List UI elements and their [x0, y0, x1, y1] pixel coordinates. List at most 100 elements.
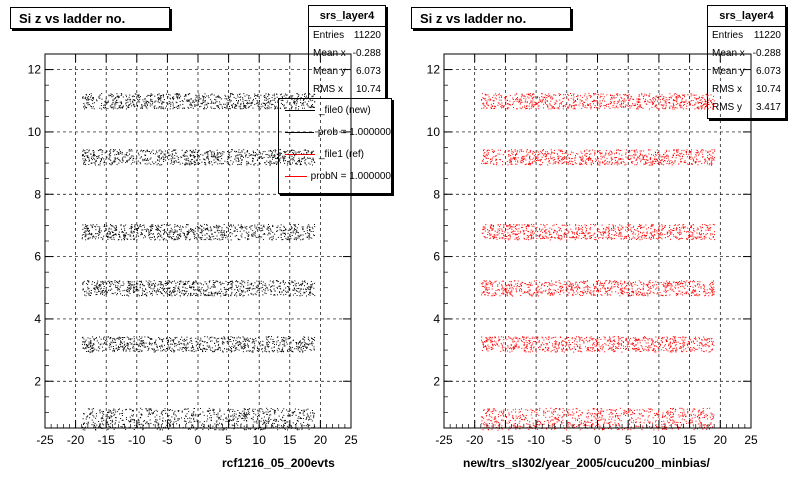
- data-point: [221, 236, 223, 238]
- data-point: [290, 164, 292, 166]
- data-point: [138, 97, 140, 99]
- data-point: [224, 348, 225, 350]
- data-point: [260, 282, 262, 284]
- data-point: [169, 224, 171, 226]
- data-point: [172, 158, 174, 160]
- data-point: [98, 421, 100, 422]
- data-point: [151, 284, 153, 286]
- data-point: [214, 108, 216, 110]
- data-point: [198, 100, 200, 102]
- data-point: [83, 164, 85, 165]
- data-point: [256, 103, 258, 105]
- data-point: [145, 346, 147, 348]
- data-point: [252, 341, 254, 343]
- data-point: [124, 347, 126, 349]
- data-point: [119, 152, 121, 154]
- data-point: [160, 100, 162, 102]
- data-point: [83, 227, 85, 229]
- data-point: [113, 337, 115, 339]
- data-point: [187, 233, 189, 235]
- data-point: [218, 108, 220, 110]
- data-point: [228, 287, 230, 289]
- data-point: [230, 280, 232, 282]
- data-point: [217, 105, 219, 107]
- data-point: [184, 152, 186, 154]
- data-point: [156, 229, 158, 231]
- data-point: [216, 225, 218, 227]
- data-point: [178, 349, 180, 351]
- data-point: [293, 238, 295, 240]
- data-point: [150, 408, 152, 410]
- data-point: [83, 413, 85, 415]
- data-point: [132, 350, 134, 352]
- data-point: [186, 288, 188, 290]
- data-point: [196, 153, 198, 155]
- data-point: [137, 351, 139, 353]
- data-point: [204, 152, 206, 154]
- data-point: [257, 101, 259, 103]
- data-point: [130, 158, 131, 159]
- data-point: [247, 287, 249, 289]
- data-point: [254, 152, 256, 153]
- data-point: [231, 226, 233, 228]
- data-point: [226, 98, 228, 100]
- data-point: [301, 153, 302, 155]
- data-point: [267, 226, 269, 228]
- data-point: [296, 230, 298, 232]
- data-point: [286, 238, 288, 240]
- data-point: [264, 162, 266, 164]
- data-point: [214, 285, 215, 287]
- data-point: [237, 161, 239, 162]
- data-point: [307, 416, 309, 418]
- data-point: [167, 280, 169, 282]
- data-point: [99, 230, 101, 232]
- data-point: [203, 239, 205, 241]
- data-point: [121, 158, 123, 160]
- data-point: [219, 160, 221, 162]
- data-point: [240, 96, 242, 98]
- data-point: [119, 106, 121, 108]
- data-point: [253, 421, 255, 423]
- data-point: [127, 280, 129, 282]
- data-point: [240, 102, 242, 104]
- data-point: [82, 150, 84, 152]
- data-point: [111, 288, 113, 290]
- data-point: [270, 414, 272, 416]
- data-point: [170, 103, 172, 105]
- data-point: [247, 238, 249, 239]
- data-point: [160, 108, 162, 110]
- data-point: [226, 105, 228, 107]
- data-point: [186, 408, 188, 410]
- data-point: [310, 292, 312, 294]
- data-point: [120, 342, 122, 344]
- data-point: [111, 103, 113, 105]
- data-point: [156, 422, 158, 424]
- data-point: [253, 152, 255, 154]
- data-point: [192, 411, 194, 413]
- data-point: [238, 94, 240, 95]
- data-point: [171, 339, 173, 341]
- data-point: [287, 338, 289, 340]
- data-point: [188, 100, 190, 101]
- data-point: [306, 103, 308, 105]
- data-point: [105, 347, 107, 349]
- data-point: [101, 290, 103, 292]
- data-point: [114, 423, 116, 425]
- data-point: [82, 155, 84, 157]
- data-point: [107, 236, 108, 238]
- data-point: [222, 163, 224, 164]
- data-point: [88, 237, 90, 239]
- data-point: [128, 291, 130, 293]
- data-point: [87, 286, 89, 288]
- data-point: [297, 96, 299, 97]
- data-point: [209, 280, 211, 282]
- data-point: [309, 107, 311, 109]
- data-point: [128, 337, 130, 339]
- data-point: [167, 419, 169, 421]
- data-point: [156, 410, 158, 412]
- data-point: [268, 350, 270, 352]
- data-point: [195, 237, 197, 238]
- data-point: [133, 347, 135, 349]
- data-point: [276, 153, 278, 155]
- data-point: [125, 349, 127, 351]
